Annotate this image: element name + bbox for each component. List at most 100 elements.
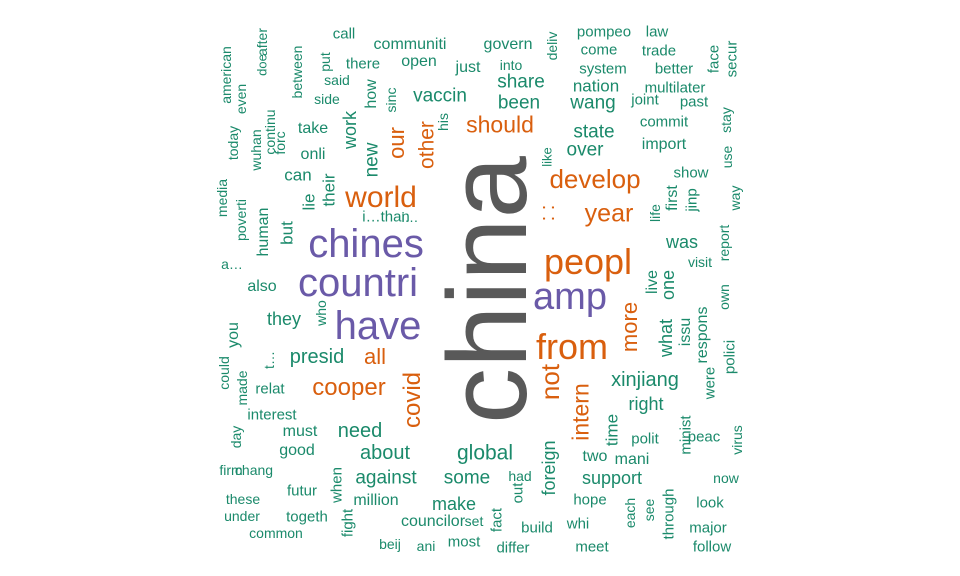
word: was — [665, 232, 699, 252]
word: were — [701, 366, 719, 400]
word: fight — [339, 508, 357, 538]
word: system — [579, 60, 627, 78]
word: good — [279, 442, 315, 459]
word: communiti — [373, 36, 447, 53]
word: a… — [221, 256, 243, 272]
word: our — [384, 127, 409, 159]
word: made — [234, 370, 250, 406]
word: open — [401, 53, 437, 70]
word: stay — [718, 107, 734, 133]
word: sinc — [383, 87, 399, 113]
word: after — [254, 27, 270, 57]
word: face — [705, 44, 723, 74]
word: world — [345, 181, 417, 214]
word: what — [656, 318, 676, 358]
word: chang — [234, 462, 274, 478]
word: some — [443, 467, 491, 489]
word: multilater — [644, 79, 706, 97]
word: past — [679, 93, 709, 111]
word: but — [277, 221, 297, 245]
word: secur — [723, 40, 741, 78]
word: life — [647, 204, 663, 222]
word: relat — [255, 380, 285, 398]
word: put — [317, 52, 333, 72]
word: trade — [641, 42, 677, 60]
word: over — [566, 139, 604, 161]
word: jinp — [683, 188, 701, 212]
word: they — [266, 309, 302, 329]
word: should — [466, 111, 534, 138]
word: more — [617, 301, 642, 353]
word: side — [314, 91, 340, 107]
word: law — [645, 23, 669, 41]
word: must — [282, 423, 318, 440]
word: year — [584, 199, 634, 228]
word: govern — [483, 36, 533, 53]
word: from — [536, 326, 608, 367]
word: pompeo — [576, 23, 632, 41]
word: respons — [694, 306, 711, 364]
word: when — [328, 467, 346, 503]
word: build — [521, 519, 553, 537]
word: amp — [533, 276, 607, 318]
word: xinjiang — [611, 369, 679, 391]
word: under — [224, 508, 260, 524]
word: commit — [639, 113, 689, 131]
word: his — [435, 113, 451, 131]
word: mani — [614, 451, 650, 468]
word: two — [582, 448, 608, 465]
word: councilor — [400, 513, 466, 530]
word: common — [249, 525, 303, 541]
word: million — [353, 492, 399, 509]
word: take — [297, 120, 329, 137]
word: who — [313, 300, 329, 326]
word: i…than — [362, 208, 410, 226]
word: first — [664, 185, 681, 211]
word: each — [622, 497, 638, 529]
word: chines — [308, 222, 424, 266]
word: been — [497, 92, 541, 114]
word: virus — [729, 425, 745, 455]
word: can — [284, 165, 312, 185]
word: presid — [289, 346, 345, 368]
word: through — [660, 488, 678, 540]
word: live — [644, 269, 661, 295]
word: togeth — [286, 508, 328, 526]
word: foreign — [539, 440, 559, 496]
word: into — [499, 57, 523, 73]
word: right — [628, 394, 664, 414]
word: work — [340, 110, 360, 150]
word: t… — [261, 351, 277, 369]
word: own — [716, 284, 732, 310]
word: most — [447, 533, 481, 551]
word: out — [509, 482, 527, 504]
word: call — [332, 25, 356, 43]
word: not — [535, 363, 565, 401]
word: intern — [567, 383, 594, 441]
word: whi — [566, 515, 590, 533]
word: support — [581, 468, 643, 488]
word: china — [425, 156, 550, 424]
word: nation — [572, 76, 620, 96]
word: global — [456, 441, 514, 465]
word: covid — [399, 371, 426, 429]
word: all — [363, 344, 387, 369]
word: better — [654, 60, 694, 78]
word: visit — [687, 254, 713, 270]
word: set — [464, 513, 484, 529]
word: just — [455, 59, 481, 76]
word: : : — [537, 204, 559, 222]
word: import — [641, 136, 687, 153]
word: peopl — [543, 241, 633, 282]
word: there — [345, 55, 381, 73]
word: share — [497, 71, 545, 93]
word: new — [361, 142, 383, 178]
word: hope — [573, 491, 607, 509]
word: use — [719, 145, 735, 169]
word: i… — [401, 209, 419, 225]
word: polici — [721, 339, 739, 375]
word: between — [289, 45, 305, 99]
word: ani — [416, 538, 436, 554]
word: lie — [299, 193, 319, 211]
word: wang — [570, 92, 616, 114]
